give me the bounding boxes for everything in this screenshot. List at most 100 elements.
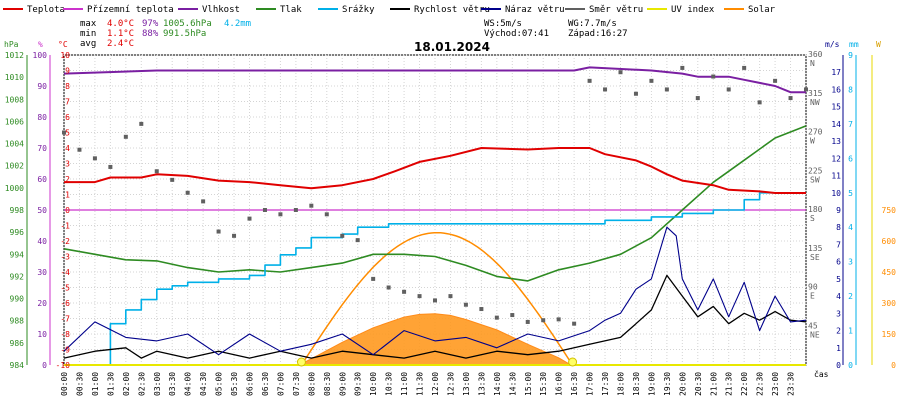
- axis-dir-tick: 270: [808, 128, 823, 137]
- axis-mm-tick: 2: [848, 292, 853, 301]
- wind-dir-point: [572, 321, 577, 326]
- axis-hpa-tick: 1012: [5, 51, 24, 60]
- wind-dir-point: [262, 208, 267, 212]
- stat-sunrise: Východ:07:41: [484, 29, 549, 39]
- plot-area: [62, 54, 808, 367]
- axis-pct-tick: 30: [37, 268, 47, 277]
- axis-dir-tick: E: [810, 292, 815, 301]
- axis-hpa-tick: 1008: [5, 95, 24, 104]
- axis-pct-tick: 0: [42, 361, 47, 370]
- series-solar-theoretical: [300, 231, 572, 366]
- axis-hpa-tick: 986: [10, 339, 25, 348]
- x-tick: 10:00: [369, 372, 378, 396]
- x-tick: 23:30: [787, 372, 796, 396]
- x-tick: 18:30: [632, 372, 641, 396]
- x-tick: 20:30: [694, 372, 703, 396]
- axis-mm-unit: mm: [849, 40, 859, 49]
- series-gust: [63, 226, 807, 356]
- axis-degc-tick: -5: [60, 284, 70, 293]
- axis-degc-unit: °C: [58, 40, 68, 49]
- axis-ms-tick: 4: [836, 292, 841, 301]
- x-tick: 07:00: [276, 372, 285, 396]
- axes: hPa1012101010081006100410021000998996994…: [4, 40, 896, 396]
- axis-wm2-tick: 150: [882, 330, 897, 339]
- axis-degc-tick: 10: [60, 51, 70, 60]
- wind-dir-point: [340, 233, 345, 238]
- axis-degc-tick: -8: [60, 330, 70, 339]
- axis-hpa-tick: 984: [10, 361, 25, 370]
- x-tick: 00:30: [75, 372, 84, 396]
- axis-mm-tick: 3: [848, 258, 853, 267]
- x-tick: 19:30: [663, 372, 672, 396]
- axis-mm-tick: 8: [848, 85, 853, 94]
- axis-mm-tick: 1: [848, 327, 853, 336]
- axis-wm2-tick: 300: [882, 299, 897, 308]
- wind-dir-point: [773, 78, 778, 83]
- legend-label: Tlak: [280, 5, 302, 15]
- axis-dir-tick: W: [810, 137, 815, 146]
- series-wind-speed: [63, 274, 807, 359]
- wind-dir-point: [618, 70, 623, 75]
- axis-degc-tick: 0: [65, 206, 70, 215]
- wind-dir-point: [525, 319, 530, 324]
- axis-wm2-tick: 750: [882, 206, 897, 215]
- axis-degc-tick: -4: [60, 268, 70, 277]
- axis-dir-tick: SE: [810, 253, 820, 262]
- axis-dir-tick: 135: [808, 244, 823, 253]
- legend-label: UV index: [671, 5, 715, 15]
- wind-dir-point: [293, 208, 298, 212]
- axis-mm-tick: 9: [848, 51, 853, 60]
- stat-max-temp: 4.0°C: [107, 19, 134, 29]
- wind-dir-point: [77, 147, 82, 152]
- x-tick: 04:30: [199, 372, 208, 396]
- axis-mm-tick: 7: [848, 120, 853, 129]
- x-tick: 22:00: [740, 372, 749, 396]
- wind-dir-point: [556, 317, 561, 322]
- axis-dir-tick: 360: [808, 50, 823, 59]
- x-tick: 12:30: [446, 372, 455, 396]
- axis-mm-tick: 4: [848, 223, 853, 232]
- axis-degc-tick: 3: [65, 160, 70, 169]
- stat-min-press: 991.5hPa: [163, 29, 206, 39]
- series-pressure: [63, 125, 807, 282]
- x-tick: 02:30: [137, 372, 146, 396]
- axis-ms-tick: 1: [836, 344, 841, 353]
- wind-dir-point: [62, 130, 66, 135]
- legend-label: Náraz větru: [505, 5, 565, 15]
- x-tick: 12:00: [431, 372, 440, 396]
- x-tick: 21:30: [725, 372, 734, 396]
- axis-pct-tick: 60: [37, 175, 47, 184]
- axis-dir-tick: 225: [808, 166, 823, 175]
- legend-label: Solar: [748, 5, 776, 15]
- x-tick: 10:30: [385, 372, 394, 396]
- x-tick: 07:30: [292, 372, 301, 396]
- stat-wg: WG:7.7m/s: [568, 19, 617, 29]
- stat-max-hum: 97%: [142, 19, 159, 29]
- axis-dir-tick: 90: [808, 283, 818, 292]
- axis-pct-tick: 10: [37, 330, 47, 339]
- axis-degc-tick: 2: [65, 175, 70, 184]
- wind-dir-point: [139, 121, 144, 126]
- axis-ms-tick: 8: [836, 223, 841, 232]
- series-rain: [64, 192, 806, 366]
- x-tick: 01:00: [91, 372, 100, 396]
- stat-sunset: Západ:16:27: [568, 29, 628, 39]
- axis-dir-tick: 45: [808, 321, 818, 330]
- wind-dir-point: [680, 65, 685, 70]
- wind-dir-point: [108, 164, 113, 169]
- wind-dir-point: [633, 91, 638, 96]
- stat-avg-label: avg: [80, 39, 96, 49]
- axis-mm-tick: 5: [848, 189, 853, 198]
- wind-dir-point: [711, 74, 716, 79]
- wind-dir-point: [494, 315, 499, 320]
- x-tick: 08:30: [323, 372, 332, 396]
- x-tick: 22:30: [756, 372, 765, 396]
- stat-max-label: max: [80, 19, 97, 29]
- axis-ms-tick: 5: [836, 275, 841, 284]
- wind-dir-point: [201, 199, 206, 204]
- axis-hpa-tick: 994: [10, 250, 25, 259]
- stats-block: max 4.0°C 97% 1005.6hPa 4.2mm min 1.1°C 88% 991.…: [80, 19, 628, 49]
- stat-min-hum: 88%: [142, 29, 159, 39]
- x-tick: 01:30: [106, 372, 115, 396]
